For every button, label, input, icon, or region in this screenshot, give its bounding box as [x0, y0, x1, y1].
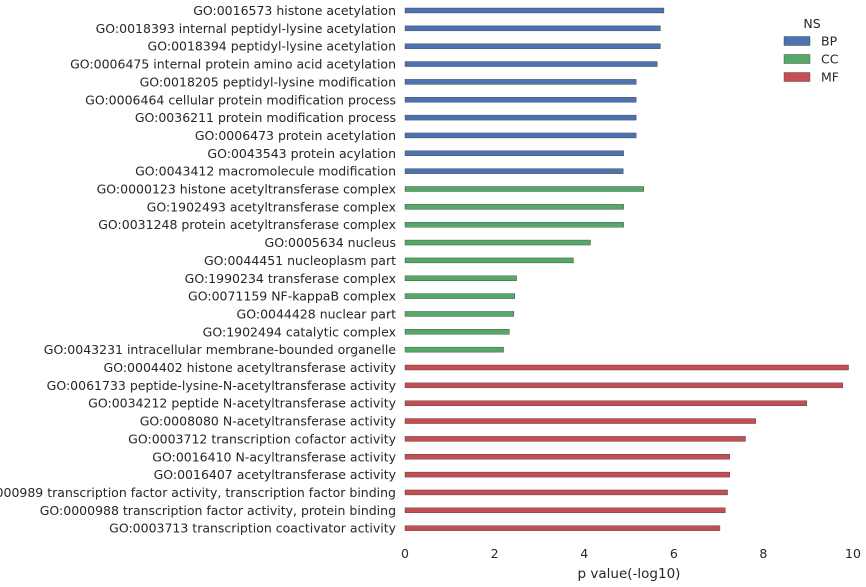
- bar: [404, 293, 515, 299]
- bar: [404, 436, 746, 442]
- legend: NS BP CC MF: [783, 16, 839, 85]
- bar: [404, 346, 504, 353]
- category-label: GO:0005634 nucleus: [265, 235, 396, 250]
- bar: [404, 186, 644, 192]
- bar: [404, 471, 730, 478]
- category-label: GO:0018394 peptidyl-lysine acetylation: [148, 39, 396, 54]
- bar: [404, 525, 721, 531]
- bar: [404, 239, 591, 246]
- bar: [404, 204, 624, 210]
- x-tick-label: 4: [580, 546, 588, 561]
- category-label: GO:0071159 NF-kappaB complex: [188, 289, 396, 304]
- legend-swatch: [783, 72, 811, 82]
- x-tick-label: 10: [845, 546, 861, 561]
- bar: [404, 311, 515, 317]
- x-tick-label: 2: [491, 546, 499, 561]
- category-label: GO:1990234 transferase complex: [185, 271, 396, 286]
- bar: [404, 418, 756, 424]
- bar: [404, 114, 637, 121]
- bar: [404, 329, 510, 335]
- legend-label: BP: [821, 34, 838, 49]
- bar: [404, 257, 574, 264]
- category-label: GO:0061733 peptide-lysine-N-acetyltransf…: [47, 378, 397, 393]
- bar: [404, 7, 665, 14]
- bar: [404, 150, 624, 157]
- category-label: GO:1902493 acetyltransferase complex: [147, 199, 396, 214]
- category-label: GO:0006464 cellular protein modification…: [85, 92, 396, 107]
- legend-title: NS: [803, 16, 820, 31]
- bar: [404, 400, 808, 406]
- legend-label: MF: [821, 70, 839, 85]
- x-axis-ticks: 0 2 4 6 8 10: [401, 546, 861, 561]
- bar: [404, 489, 728, 496]
- category-label: GO:0016573 histone acetylation: [193, 3, 396, 18]
- legend-swatch: [783, 54, 811, 64]
- x-tick-label: 6: [670, 546, 678, 561]
- category-labels: GO:0016573 histone acetylation GO:0018393…: [0, 3, 397, 536]
- bar: [404, 454, 730, 460]
- bar: [404, 221, 624, 228]
- bar: [404, 97, 637, 103]
- category-label: GO:0004402 histone acetyltransferase act…: [104, 360, 397, 375]
- x-tick-label: 0: [401, 546, 409, 561]
- category-label: GO:0044428 nuclear part: [237, 306, 397, 321]
- bar: [404, 79, 637, 85]
- bar: [404, 507, 726, 513]
- category-label: GO:0016407 acetyltransferase activity: [154, 467, 397, 482]
- x-axis-title: p value(-log10): [578, 566, 681, 582]
- category-label: GO:0016410 N-acyltransferase activity: [152, 449, 396, 464]
- category-label: GO:0031248 protein acetyltransferase com…: [98, 217, 396, 232]
- bar: [404, 168, 624, 174]
- bar: [404, 382, 843, 389]
- category-label: GO:0043231 intracellular membrane-bounde…: [44, 342, 397, 357]
- x-tick-label: 8: [759, 546, 767, 561]
- bar: [404, 61, 658, 67]
- category-label: GO:0000989 transcription factor activity…: [0, 485, 396, 500]
- bar: [404, 25, 661, 32]
- category-label: GO:0043543 protein acylation: [207, 146, 396, 161]
- category-label: GO:0034212 peptide N-acetyltransferase a…: [88, 396, 396, 411]
- category-label: GO:0003713 transcription coactivator act…: [109, 521, 396, 536]
- legend-swatch: [783, 36, 811, 46]
- category-label: GO:0044451 nucleoplasm part: [204, 253, 396, 268]
- category-label: GO:0036211 protein modification process: [135, 110, 396, 125]
- category-label: GO:0003712 transcription cofactor activi…: [128, 431, 396, 446]
- bar: [404, 132, 637, 139]
- bar: [404, 43, 661, 49]
- category-label: GO:0000988 transcription factor activity…: [40, 503, 396, 518]
- category-label: GO:0043412 macromolecule modification: [135, 164, 396, 179]
- category-label: GO:1902494 catalytic complex: [203, 324, 396, 339]
- bars-layer: [404, 7, 849, 531]
- category-label: GO:0006475 internal protein amino acid a…: [70, 57, 396, 72]
- legend-label: CC: [821, 52, 839, 67]
- category-label: GO:0018205 peptidyl-lysine modification: [140, 74, 396, 89]
- category-label: GO:0006473 protein acetylation: [195, 128, 396, 143]
- category-label: GO:0018393 internal peptidyl-lysine acet…: [96, 21, 396, 36]
- bar: [404, 275, 517, 281]
- category-label: GO:0000123 histone acetyltransferase com…: [97, 182, 396, 197]
- bar: [404, 364, 849, 371]
- category-label: GO:0008080 N-acetyltransferase activity: [140, 414, 397, 429]
